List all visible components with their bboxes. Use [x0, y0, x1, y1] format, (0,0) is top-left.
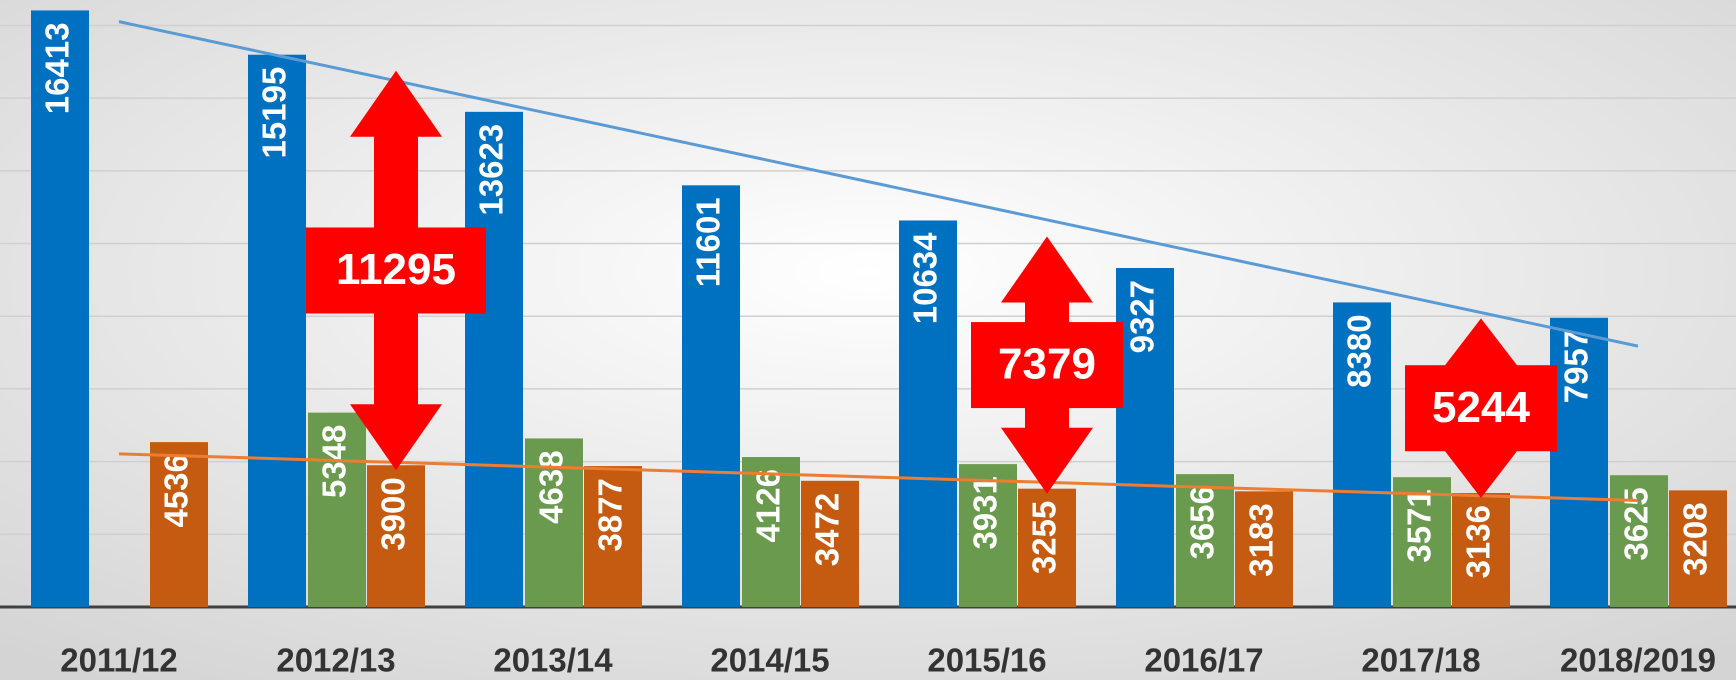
bar — [150, 442, 208, 607]
annotation-box — [1405, 365, 1557, 452]
data-label: 3877 — [592, 478, 629, 551]
data-label: 3931 — [967, 476, 1004, 549]
bar — [742, 457, 800, 607]
annotation-label: 11295 — [336, 245, 456, 294]
x-tick-label: 2012/13 — [276, 642, 395, 679]
annotation-label: 5244 — [1432, 383, 1530, 432]
bar — [1669, 490, 1727, 607]
x-tick-label: 2016/17 — [1144, 642, 1263, 679]
data-label: 11601 — [690, 197, 727, 287]
data-label: 3656 — [1184, 486, 1221, 559]
data-label: 3255 — [1026, 501, 1063, 574]
x-tick-label: 2013/14 — [493, 642, 613, 679]
bar — [308, 412, 366, 607]
bar — [1550, 317, 1608, 607]
data-label: 4638 — [533, 450, 570, 523]
x-tick-label: 2015/16 — [927, 642, 1046, 679]
bar — [367, 465, 425, 607]
trend-line — [118, 452, 1639, 503]
bar — [1176, 474, 1234, 607]
data-label: 10634 — [907, 232, 944, 324]
bar — [584, 466, 642, 607]
annotation-label: 7379 — [998, 340, 1096, 389]
bar — [959, 464, 1017, 607]
data-label: 3900 — [375, 477, 412, 550]
annotation-box — [306, 227, 486, 314]
data-label: 15195 — [256, 67, 293, 159]
data-label: 3136 — [1460, 505, 1497, 578]
bar — [1333, 302, 1391, 607]
bar — [682, 185, 740, 608]
bar — [1452, 493, 1510, 607]
data-label: 3472 — [809, 493, 846, 566]
bar — [248, 54, 306, 607]
data-label: 13623 — [473, 124, 510, 216]
bar — [1116, 267, 1174, 607]
x-tick-label: 2014/15 — [710, 642, 829, 679]
x-tick-label: 2018/2019 — [1560, 642, 1716, 679]
data-label: 3183 — [1243, 503, 1280, 576]
data-label: 9327 — [1124, 280, 1161, 353]
x-tick-label: 2017/18 — [1361, 642, 1480, 679]
data-label: 3571 — [1401, 489, 1438, 562]
trend-line — [118, 20, 1639, 348]
bar — [465, 111, 523, 607]
data-label: 8380 — [1341, 314, 1378, 387]
x-tick-label: 2011/12 — [60, 642, 177, 679]
annotation-box — [971, 322, 1123, 409]
data-label: 3208 — [1677, 502, 1714, 575]
bar — [1018, 488, 1076, 607]
data-label: 16413 — [39, 22, 76, 114]
data-label: 4126 — [750, 469, 787, 542]
data-label: 4536 — [158, 454, 195, 527]
bar — [1610, 475, 1668, 607]
bar — [1235, 491, 1293, 607]
bar — [1393, 477, 1451, 607]
bar — [899, 220, 957, 607]
bar — [31, 10, 89, 607]
data-label: 7957 — [1558, 330, 1595, 403]
data-label: 3625 — [1618, 487, 1655, 560]
bar — [801, 480, 859, 607]
